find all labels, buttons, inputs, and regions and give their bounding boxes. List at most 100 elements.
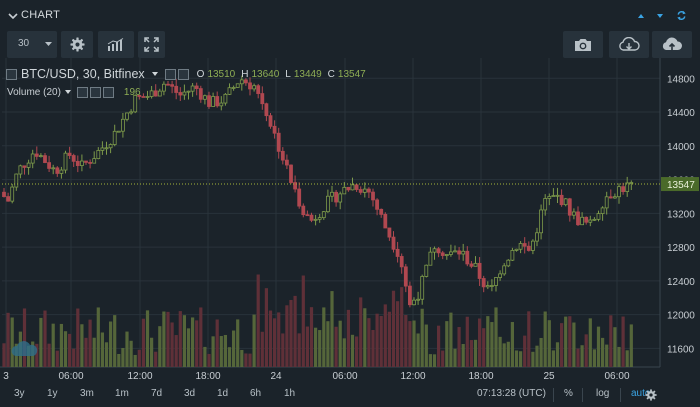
candle-body	[284, 159, 289, 166]
volume-bar	[191, 317, 195, 367]
volume-bar	[601, 337, 605, 367]
utc-clock[interactable]: 07:13:28 (UTC)	[477, 388, 546, 399]
volume-bar	[404, 314, 408, 367]
volume-bar	[195, 320, 199, 367]
cloud-download-icon	[619, 37, 640, 51]
range-1d[interactable]: 1d	[217, 388, 229, 399]
candle-body	[399, 256, 404, 268]
range-3d[interactable]: 3d	[184, 388, 196, 399]
legend-settings-icon[interactable]	[164, 68, 176, 80]
candle-body	[555, 194, 560, 197]
range-1y[interactable]: 1y	[47, 388, 58, 399]
indicators-button[interactable]	[98, 31, 134, 58]
volume-bar	[478, 318, 482, 367]
candle-body	[358, 189, 363, 193]
symbol-name[interactable]: BTC/USD, 30, Bitfinex	[21, 67, 145, 81]
chart-area[interactable]: 1160012000124001280013200136001400014400…	[0, 58, 700, 407]
chevron-down-icon[interactable]	[8, 12, 18, 20]
volume-bar	[27, 345, 31, 367]
refresh-icon[interactable]	[676, 10, 687, 21]
interval-select[interactable]: 30	[7, 31, 57, 58]
volume-remove-icon[interactable]	[102, 86, 114, 98]
volume-bar	[248, 353, 252, 367]
triangle-down-icon[interactable]	[655, 11, 665, 21]
volume-bar	[572, 322, 576, 367]
candle-body	[297, 188, 302, 207]
log-toggle[interactable]: log	[596, 388, 610, 399]
candle-body	[34, 153, 39, 157]
volume-bar	[412, 320, 416, 367]
volume-bar	[596, 326, 601, 367]
candle-body	[190, 85, 195, 92]
chart-properties-gear-icon[interactable]	[645, 389, 657, 401]
candle-body	[526, 245, 531, 251]
volume-caret-icon[interactable]	[64, 90, 71, 94]
range-7d[interactable]: 7d	[151, 388, 163, 399]
snapshot-button[interactable]	[563, 31, 603, 58]
volume-bar	[416, 333, 420, 367]
volume-bar	[289, 299, 293, 367]
candle-body	[604, 196, 609, 209]
candle-body	[133, 94, 138, 113]
volume-bar	[76, 308, 80, 367]
fullscreen-button[interactable]	[138, 31, 165, 58]
symbol-caret-icon[interactable]	[151, 72, 158, 76]
volume-bar	[256, 274, 260, 367]
volume-bar	[588, 318, 592, 367]
close-value: 13547	[337, 68, 366, 80]
volume-bar	[219, 336, 223, 367]
candle-body	[506, 259, 511, 267]
range-3m[interactable]: 3m	[80, 388, 94, 399]
range-1h[interactable]: 1h	[284, 388, 296, 399]
candle-body	[576, 211, 580, 226]
volume-bar	[84, 337, 88, 367]
candle-body	[407, 285, 412, 306]
legend-hide-icon[interactable]	[177, 68, 189, 80]
range-1m[interactable]: 1m	[115, 388, 129, 399]
volume-bar	[346, 309, 350, 367]
candle-body	[391, 236, 396, 250]
candle-body	[465, 250, 470, 265]
load-chart-button[interactable]	[609, 31, 649, 58]
volume-bar	[543, 311, 547, 367]
volume-bar	[584, 334, 588, 367]
settings-gear-icon	[69, 37, 85, 52]
volume-hide-icon[interactable]	[89, 86, 101, 98]
volume-bar	[318, 330, 322, 367]
price-chart[interactable]: 1160012000124001280013200136001400014400…	[0, 58, 700, 384]
volume-bar	[560, 323, 564, 367]
volume-bar	[322, 307, 326, 367]
collapse-legend-icon[interactable]	[6, 68, 17, 80]
volume-settings-icon[interactable]	[76, 86, 88, 98]
volume-bar	[424, 324, 428, 367]
candle-body	[166, 83, 170, 86]
volume-bar	[383, 304, 387, 367]
time-axis-label: 06:00	[604, 371, 629, 382]
candle-body	[346, 186, 351, 191]
triangle-up-icon[interactable]	[636, 11, 646, 21]
auto-toggle[interactable]: auto	[631, 388, 651, 399]
save-chart-button[interactable]	[652, 31, 692, 58]
candle-body	[309, 214, 314, 221]
settings-button[interactable]	[61, 31, 93, 58]
candle-body	[198, 88, 203, 100]
candle-body	[535, 232, 539, 242]
range-3y[interactable]: 3y	[14, 388, 25, 399]
volume-name[interactable]: Volume (20)	[7, 86, 61, 98]
range-6h[interactable]: 6h	[250, 388, 262, 399]
volume-bar	[273, 318, 277, 367]
volume-bar	[305, 326, 309, 367]
percent-toggle[interactable]: %	[564, 388, 573, 399]
volume-bar	[223, 334, 227, 367]
camera-icon	[575, 38, 591, 51]
volume-bar	[178, 311, 182, 367]
time-axis-label: 3	[3, 371, 9, 382]
candle-body	[563, 198, 568, 206]
candle-body	[510, 250, 515, 261]
candle-body	[75, 160, 80, 166]
volume-bar	[293, 295, 297, 367]
candle-body	[547, 196, 552, 199]
cloud-upload-icon	[662, 37, 683, 50]
volume-bar	[268, 310, 273, 367]
volume-bar	[158, 326, 162, 367]
